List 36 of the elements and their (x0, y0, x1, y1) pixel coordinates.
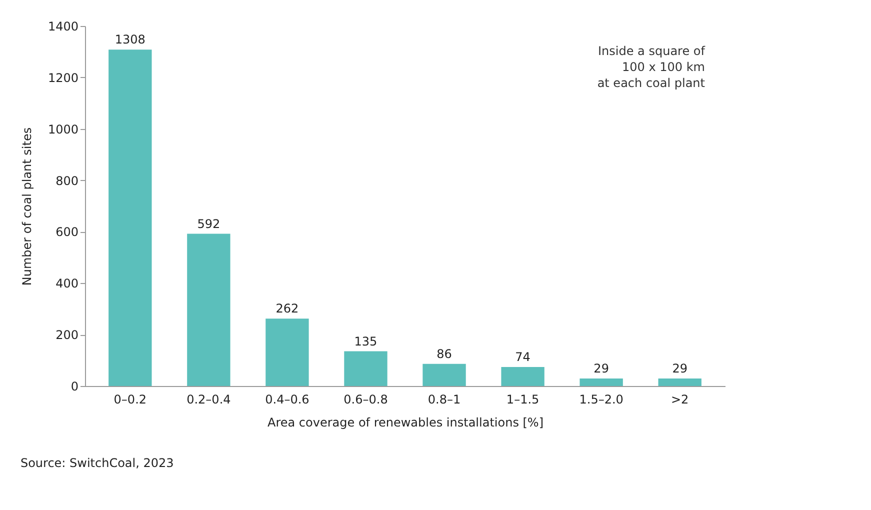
data-label: 29 (594, 362, 609, 376)
bar (344, 351, 388, 386)
bar (580, 378, 623, 386)
y-tick-label: 1200 (48, 70, 78, 85)
x-tick-label: 0–0.2 (114, 392, 147, 406)
bar (187, 234, 230, 386)
bar (108, 50, 152, 386)
x-tick-label: 0.4–0.6 (265, 392, 310, 406)
y-tick-label: 1400 (48, 20, 78, 34)
x-tick-label: 0.6–0.8 (344, 392, 388, 406)
x-tick-label: 1.5–2.0 (579, 392, 624, 406)
y-tick-label: 400 (56, 276, 78, 291)
bar (658, 378, 702, 386)
x-tick-label: 0.8–1 (428, 392, 461, 406)
y-tick-label: 600 (56, 225, 78, 240)
data-label: 262 (276, 302, 299, 316)
y-tick-label: 200 (56, 328, 78, 342)
y-tick-label: 0 (70, 380, 78, 394)
y-tick-label: 1000 (48, 122, 78, 136)
x-axis-title: Area coverage of renewables installations [%] (267, 416, 544, 430)
data-label: 74 (515, 350, 530, 364)
x-tick-label: 0.2–0.4 (186, 392, 231, 406)
bar (422, 364, 466, 386)
y-axis-title: Number of coal plant sites (20, 127, 34, 286)
data-label: 29 (672, 362, 688, 376)
data-label: 592 (197, 216, 220, 231)
y-tick-label: 800 (56, 174, 78, 188)
data-label: 1308 (114, 32, 146, 47)
bar (266, 318, 309, 386)
x-tick-label: >2 (670, 392, 689, 406)
x-tick-label: 1–1.5 (506, 392, 540, 406)
annotation: Inside a square of 100 x 100 km at each coal plant (597, 44, 706, 90)
data-label: 86 (436, 346, 452, 361)
bar (501, 366, 544, 386)
data-label: 135 (354, 334, 378, 348)
source-note: Source: SwitchCoal, 2023 (20, 456, 174, 470)
